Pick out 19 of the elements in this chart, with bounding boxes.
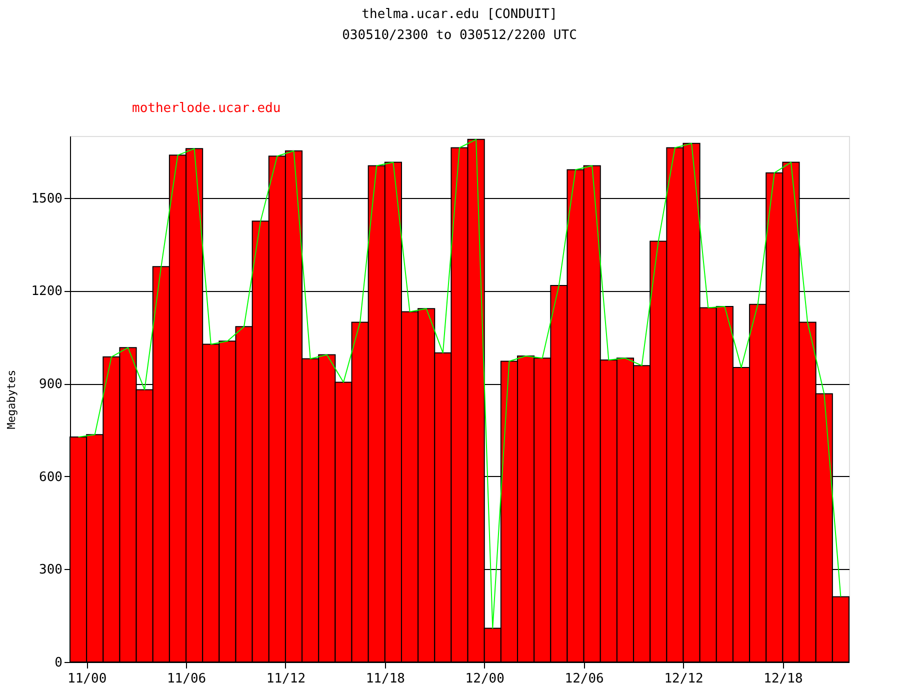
x-tick-label: 12/06: [564, 672, 604, 686]
chart-subtitle: 030510/2300 to 030512/2200 UTC: [342, 28, 577, 43]
text: motherlode.ucar.edu: [132, 101, 281, 116]
line-series: [78, 138, 842, 629]
y-tick-label: 1200: [31, 284, 62, 300]
x-tick-label: 12/12: [664, 672, 704, 686]
x-tick-label: 11/00: [68, 672, 107, 686]
x-tick-label: 11/12: [266, 672, 306, 686]
y-tick-label: 0: [54, 656, 62, 670]
x-tick-label: 11/18: [366, 672, 405, 686]
x-tick-label: 12/18: [764, 672, 803, 686]
y-axis-title: Megabytes: [5, 370, 18, 430]
chart-title: thelma.ucar.edu [CONDUIT]: [362, 7, 558, 22]
x-tick-label: 11/06: [166, 672, 206, 686]
y-tick-label: 900: [39, 377, 62, 392]
y-tick-label: 600: [39, 470, 62, 485]
y-tick-label: 300: [39, 562, 62, 578]
x-tick-label: 12/00: [465, 672, 504, 686]
y-tick-label: 1500: [31, 191, 62, 206]
